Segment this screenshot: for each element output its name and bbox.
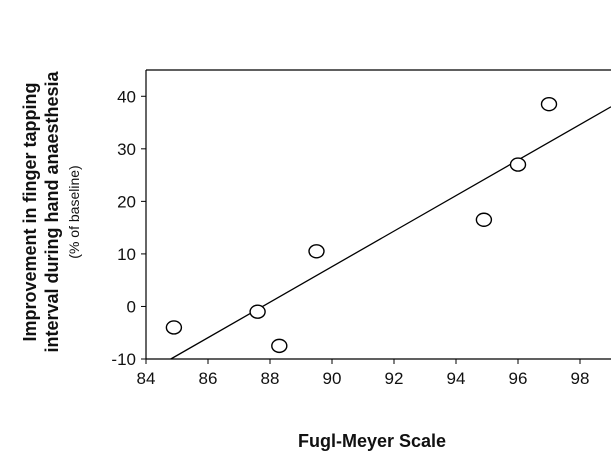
x-tick-label: 98 [571, 369, 590, 388]
x-axis-label: Fugl-Meyer Scale [298, 431, 446, 451]
x-tick-label: 92 [385, 369, 404, 388]
regression-line [170, 106, 611, 360]
y-tick-label: 30 [117, 140, 136, 159]
y-tick-label: 0 [127, 297, 136, 316]
y-axis-label-subtitle: (% of baseline) [66, 165, 82, 258]
x-tick-label: 90 [323, 369, 342, 388]
x-ticks: 84 86 88 90 92 94 96 98 [137, 359, 590, 388]
regression-line-group [170, 106, 611, 360]
data-point [475, 212, 493, 227]
data-point [165, 320, 183, 335]
axis-frame [145, 69, 611, 360]
y-tick-label: -10 [111, 350, 136, 369]
x-tick-label: 84 [137, 369, 156, 388]
y-tick-label: 40 [117, 87, 136, 106]
y-ticks: -10 0 10 20 30 40 [111, 87, 146, 369]
x-tick-label: 86 [199, 369, 218, 388]
x-tick-label: 96 [509, 369, 528, 388]
x-tick-label: 94 [447, 369, 466, 388]
y-tick-label: 20 [117, 192, 136, 211]
x-tick-label: 88 [261, 369, 280, 388]
y-tick-label: 10 [117, 245, 136, 264]
data-point [249, 304, 266, 319]
data-point [540, 96, 558, 112]
data-point [509, 157, 527, 172]
data-point [271, 338, 288, 354]
y-axis-label-line-2: interval during hand anaesthesia [42, 70, 62, 352]
data-point [308, 244, 325, 259]
y-axis-label: Improvement in finger tapping interval d… [20, 70, 82, 352]
y-axis-label-line-1: Improvement in finger tapping [20, 82, 40, 341]
data-points [165, 96, 558, 354]
